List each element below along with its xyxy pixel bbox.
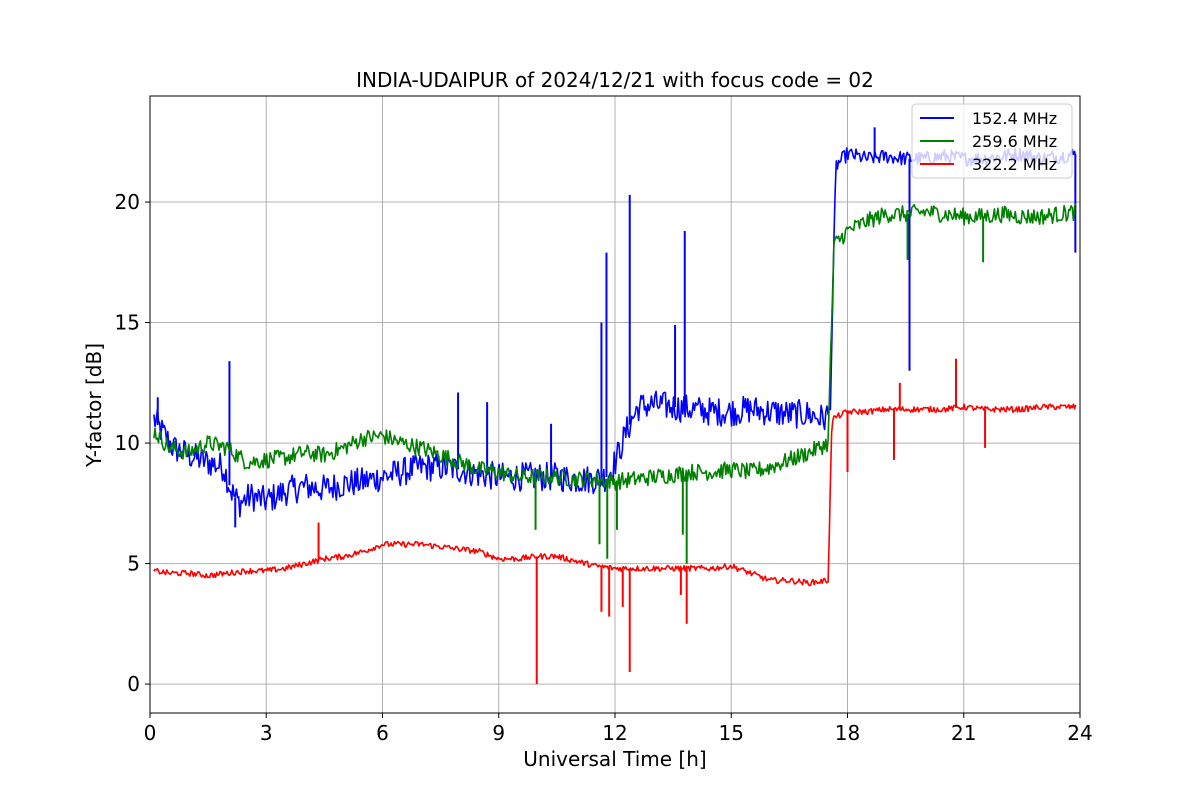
legend: 152.4 MHz 259.6 MHz 322.2 MHz <box>911 103 1073 179</box>
y-tick-label: 20 <box>115 190 140 214</box>
series-group <box>153 358 1077 685</box>
legend-label: 322.2 MHz <box>972 155 1057 174</box>
x-tick-label: 18 <box>835 721 860 745</box>
y-axis-label: Y-factor [dB] <box>82 343 106 468</box>
x-axis-label: Universal Time [h] <box>523 747 706 771</box>
series-lines <box>153 127 1077 685</box>
legend-label: 152.4 MHz <box>972 109 1057 128</box>
y-tick-label: 10 <box>115 431 140 455</box>
x-tick-label: 9 <box>492 721 505 745</box>
x-tick-label: 24 <box>1067 721 1092 745</box>
x-tick-label: 3 <box>260 721 273 745</box>
series-line <box>153 203 1077 491</box>
series-group <box>153 127 1077 528</box>
y-tick-label: 5 <box>127 552 140 576</box>
x-tick-label: 15 <box>719 721 744 745</box>
chart-title: INDIA-UDAIPUR of 2024/12/21 with focus c… <box>356 68 874 92</box>
y-tick-label: 15 <box>115 311 140 335</box>
axis-ticks: 0 3 6 9 12 15 18 21 24 0 5 10 15 20 <box>115 190 1093 745</box>
series-line <box>153 403 1077 587</box>
legend-box <box>911 103 1073 179</box>
x-tick-label: 12 <box>602 721 627 745</box>
x-tick-label: 6 <box>376 721 389 745</box>
y-tick-label: 0 <box>127 672 140 696</box>
x-tick-label: 0 <box>144 721 157 745</box>
series-group <box>153 203 1077 564</box>
legend-label: 259.6 MHz <box>972 132 1057 151</box>
x-tick-label: 21 <box>951 721 976 745</box>
